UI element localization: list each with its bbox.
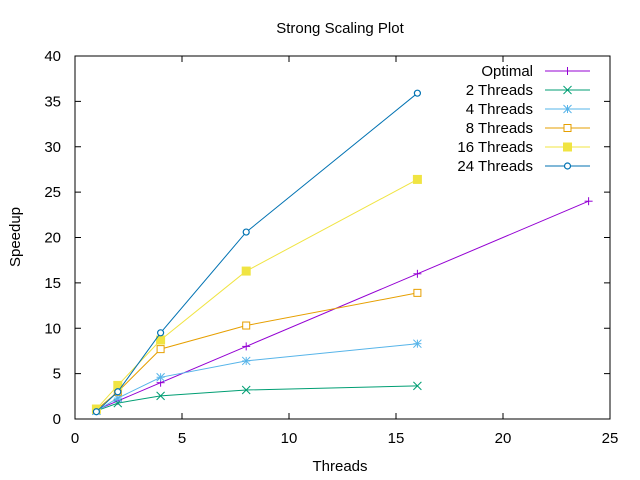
y-tick-label: 5 [53,366,61,383]
data-point [242,228,250,236]
y-tick-label: 40 [44,48,61,65]
data-point [413,288,422,297]
data-point [563,142,572,152]
data-point [242,321,251,330]
data-point [157,329,165,337]
series-layer [91,89,593,416]
data-point [412,174,422,184]
series-line [96,200,589,411]
x-tick-label: 20 [495,430,512,447]
series-24-threads [92,89,421,416]
series-optimal [92,197,593,414]
data-point [563,85,572,95]
legend-item: 4 Threads [466,101,590,118]
data-point [563,124,572,132]
legend-label: 24 Threads [457,158,533,175]
legend-item: 16 Threads [457,139,590,156]
data-point [563,67,572,75]
x-tick-label: 5 [178,430,186,447]
x-tick-label: 15 [388,430,405,447]
y-tick-label: 35 [44,93,61,110]
series-line [96,343,418,412]
series-4-threads [92,339,422,416]
data-point [114,388,122,396]
chart-title: Strong Scaling Plot [276,20,404,37]
x-tick-label: 0 [71,430,79,447]
data-point [413,381,422,391]
legend-label: Optimal [481,63,533,80]
y-tick-label: 10 [44,320,61,337]
data-point [242,342,251,351]
data-point [156,372,165,382]
data-point [413,89,421,97]
x-axis-label: Threads [312,458,367,475]
x-tick-label: 10 [281,430,298,447]
y-tick-label: 15 [44,275,61,292]
legend-label: 16 Threads [457,139,533,156]
y-tick-label: 20 [44,230,61,247]
data-point [92,408,101,416]
data-point [584,197,593,206]
y-axis-label: Speedup [7,207,24,267]
legend-label: 2 Threads [466,82,533,99]
data-point [241,385,251,395]
series-2-threads [92,381,422,416]
data-point [156,345,165,354]
axis-ticks: 0 5 10 15 20 25 0 5 10 15 20 25 30 35 40 [44,48,618,447]
series-line [96,292,418,411]
series-16-threads [91,174,422,414]
legend-item: Optimal [481,63,590,80]
legend-label: 4 Threads [466,101,533,118]
data-point [563,104,572,114]
data-point [241,266,251,276]
y-tick-label: 0 [53,411,61,428]
data-point [156,391,165,401]
series-8-threads [92,288,422,414]
data-point [241,356,251,366]
y-tick-label: 30 [44,139,61,156]
y-tick-label: 25 [44,184,61,201]
data-point [563,162,572,170]
series-line [96,92,418,413]
data-point [413,269,422,278]
legend-item: 8 Threads [466,120,590,137]
data-point [413,339,422,349]
x-tick-label: 25 [602,430,619,447]
legend: Optimal 2 Threads 4 Threads 8 Threads 16 Thr… [457,63,590,175]
legend-item: 2 Threads [466,82,590,99]
legend-label: 8 Threads [466,120,533,137]
legend-item: 24 Threads [457,158,590,175]
